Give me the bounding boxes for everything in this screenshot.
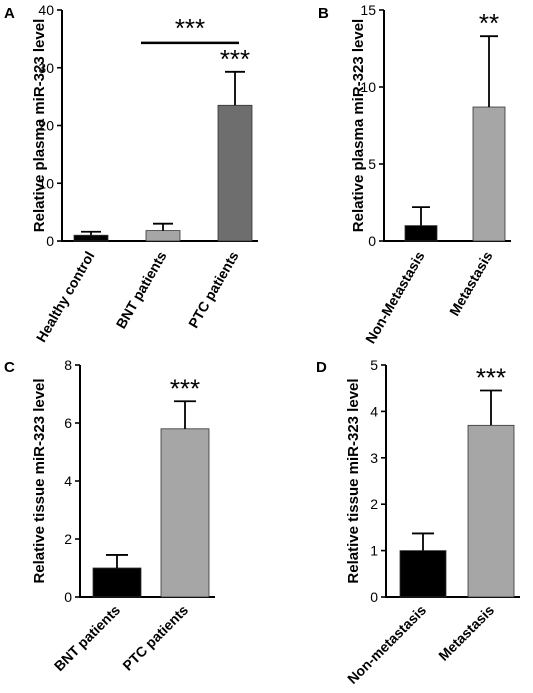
- panel-c-ytick-label: 2: [64, 531, 72, 547]
- panel-d-bar: [399, 550, 447, 598]
- panel-d-ytick-label: 5: [370, 357, 378, 373]
- panel-b-ytick-label: 10: [360, 79, 376, 95]
- panel-d-ytick-label: 0: [370, 589, 378, 605]
- panel-b-bar: [472, 106, 506, 242]
- panel-a-category-label: BNT patients: [113, 248, 170, 331]
- panel-c-category-label: PTC patients: [119, 602, 191, 674]
- panel-d-ytick-label: 2: [370, 496, 378, 512]
- panel-b-category-label: Metastasis: [446, 248, 496, 318]
- panel-b-letter: B: [318, 5, 329, 22]
- panel-d-ytick-label: 3: [370, 450, 378, 466]
- panel-d-ytick-label: 1: [370, 543, 378, 559]
- panel-b-ytick-label: 15: [360, 2, 376, 18]
- panel-a-bar: [145, 230, 181, 242]
- panel-a-ytick-label: 40: [38, 2, 54, 18]
- panel-b-bar: [404, 225, 438, 242]
- panel-a-letter: A: [4, 5, 15, 22]
- panel-a-ytick-label: 20: [38, 118, 54, 134]
- panel-d-ytick-label: 4: [370, 403, 378, 419]
- panel-c-ytick-label: 4: [64, 473, 72, 489]
- panel-b-ylabel: Relative plasma miR-323 level: [350, 19, 367, 232]
- panel-a-category-label: PTC patients: [185, 248, 242, 330]
- panel-d-ylabel: Relative tissue miR-323 level: [345, 378, 362, 583]
- panel-c-significance: ***: [170, 373, 200, 403]
- panel-d-category-label: Metastasis: [435, 602, 497, 664]
- panel-a-ytick-label: 10: [38, 175, 54, 191]
- panel-c-ytick-label: 6: [64, 415, 72, 431]
- panel-d-category-label: Non-metastasis: [344, 602, 429, 687]
- panel-c-bar: [160, 428, 210, 598]
- panel-c-category-label: BNT patients: [51, 602, 124, 675]
- panel-a-bar: [217, 104, 253, 242]
- panel-c-letter: C: [4, 359, 15, 376]
- panel-a-ytick-label: 0: [46, 233, 54, 249]
- panel-a-bracket-label: ***: [175, 13, 205, 43]
- panel-c-ytick-label: 8: [64, 357, 72, 373]
- panel-a-ylabel: Relative plasma miR-323 level: [31, 19, 48, 232]
- panel-b-significance: **: [479, 8, 499, 38]
- panel-a-ytick-label: 30: [38, 60, 54, 76]
- panel-d-letter: D: [316, 359, 327, 376]
- panel-d: D Relative tissue miR-323 level 0 1 2 3 4 5 Non-…: [316, 357, 520, 687]
- panel-c-ylabel: Relative tissue miR-323 level: [31, 378, 48, 583]
- panel-b-ytick-label: 5: [368, 156, 376, 172]
- panel-c-bar: [92, 567, 142, 598]
- panel-a-category-label: Healthy control: [33, 249, 98, 345]
- panel-b-ytick-label: 0: [368, 233, 376, 249]
- panel-b-category-label: Non-Metastasis: [362, 248, 428, 346]
- panel-d-significance: ***: [476, 363, 506, 393]
- panel-a-significance: ***: [220, 44, 250, 74]
- panel-a-bar: [73, 234, 109, 242]
- panel-c-ytick-label: 0: [64, 589, 72, 605]
- panel-d-bar: [467, 424, 515, 598]
- panel-c: C Relative tissue miR-323 level 0 2 4 6 8 BNT p…: [4, 357, 215, 674]
